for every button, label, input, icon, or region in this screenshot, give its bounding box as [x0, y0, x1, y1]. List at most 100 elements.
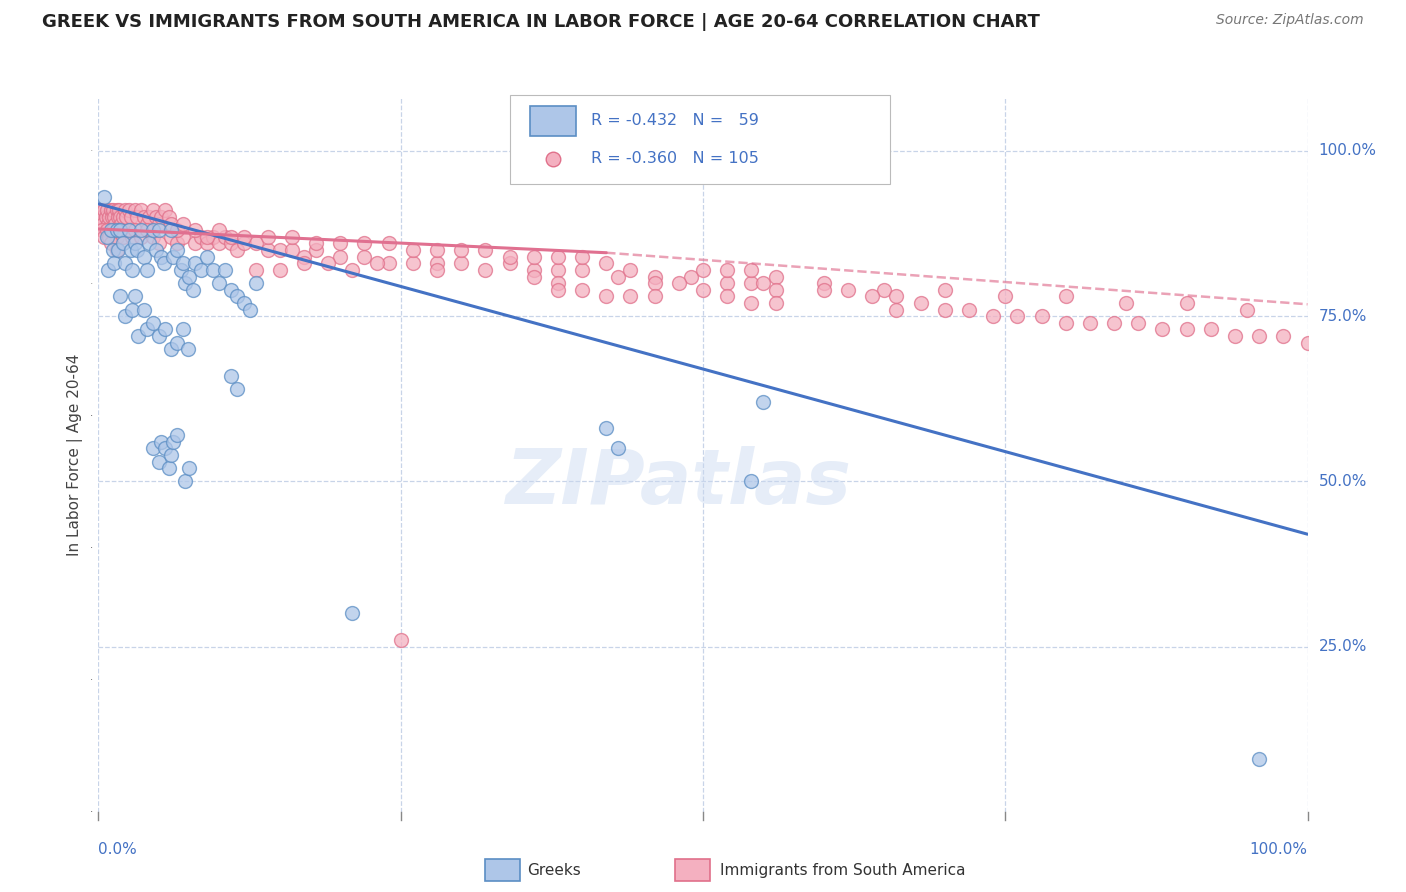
Point: [752, 276, 775, 290]
Point: [1128, 316, 1150, 330]
Point: [208, 276, 231, 290]
Text: GREEK VS IMMIGRANTS FROM SOUTH AMERICA IN LABOR FORCE | AGE 20-64 CORRELATION CH: GREEK VS IMMIGRANTS FROM SOUTH AMERICA I…: [42, 13, 1040, 31]
Point: [281, 243, 304, 257]
Point: [195, 230, 218, 244]
Point: [366, 256, 388, 270]
Point: [104, 217, 127, 231]
Point: [571, 250, 593, 264]
Point: [256, 243, 278, 257]
Point: [121, 302, 143, 317]
Point: [153, 322, 176, 336]
Point: [208, 223, 231, 237]
Point: [160, 217, 183, 231]
Point: [619, 289, 641, 303]
Point: [595, 256, 617, 270]
Point: [103, 256, 125, 270]
Point: [118, 223, 141, 237]
Point: [107, 243, 129, 257]
Point: [135, 263, 157, 277]
Point: [160, 342, 183, 356]
Text: 100.0%: 100.0%: [1319, 144, 1376, 159]
Text: R = -0.432   N =   59: R = -0.432 N = 59: [591, 113, 758, 128]
Point: [118, 203, 141, 218]
Point: [190, 230, 212, 244]
Point: [114, 203, 136, 218]
Point: [813, 276, 835, 290]
Point: [93, 203, 115, 218]
Point: [692, 263, 714, 277]
Point: [195, 236, 218, 251]
Point: [111, 230, 134, 244]
Point: [498, 250, 520, 264]
Point: [121, 263, 143, 277]
Point: [153, 203, 176, 218]
Point: [740, 296, 762, 310]
Point: [607, 269, 630, 284]
Point: [377, 236, 399, 251]
Point: [110, 217, 132, 231]
Point: [96, 230, 118, 244]
Point: [837, 283, 859, 297]
Point: [114, 309, 136, 323]
Point: [93, 190, 115, 204]
Point: [134, 210, 156, 224]
Point: [135, 217, 157, 231]
Point: [145, 210, 167, 224]
Point: [1249, 752, 1271, 766]
Point: [148, 454, 170, 468]
Point: [142, 223, 165, 237]
Point: [716, 276, 738, 290]
Point: [100, 236, 122, 251]
Point: [172, 217, 194, 231]
Point: [152, 256, 174, 270]
Point: [108, 203, 131, 218]
Point: [474, 263, 496, 277]
Point: [221, 368, 243, 383]
Point: [232, 230, 254, 244]
Point: [93, 230, 115, 244]
Point: [1175, 296, 1198, 310]
Point: [105, 243, 128, 257]
Point: [177, 342, 200, 356]
Point: [166, 428, 188, 442]
Y-axis label: In Labor Force | Age 20-64: In Labor Force | Age 20-64: [67, 354, 83, 556]
Point: [679, 269, 702, 284]
Point: [269, 263, 291, 277]
Point: [202, 263, 225, 277]
Point: [111, 210, 134, 224]
Point: [120, 210, 142, 224]
Point: [129, 203, 152, 218]
Point: [474, 243, 496, 257]
Point: [226, 243, 249, 257]
Point: [740, 276, 762, 290]
Point: [1223, 329, 1246, 343]
Point: [101, 203, 124, 218]
Point: [994, 289, 1017, 303]
Point: [740, 263, 762, 277]
Bar: [530, 106, 576, 136]
Point: [166, 236, 188, 251]
Point: [118, 223, 141, 237]
Point: [162, 250, 184, 264]
Point: [389, 632, 412, 647]
Point: [148, 236, 170, 251]
Point: [547, 250, 569, 264]
Point: [129, 230, 152, 244]
Point: [232, 236, 254, 251]
Point: [160, 230, 183, 244]
Point: [127, 329, 149, 343]
Point: [752, 395, 775, 409]
Point: [232, 296, 254, 310]
Point: [541, 200, 564, 214]
Point: [716, 263, 738, 277]
Text: 75.0%: 75.0%: [1319, 309, 1367, 324]
Point: [305, 243, 328, 257]
Point: [1054, 289, 1077, 303]
Point: [91, 210, 114, 224]
Point: [142, 442, 165, 456]
Point: [342, 607, 364, 621]
Point: [202, 230, 225, 244]
Point: [221, 230, 243, 244]
Point: [177, 269, 201, 284]
Point: [1199, 322, 1222, 336]
